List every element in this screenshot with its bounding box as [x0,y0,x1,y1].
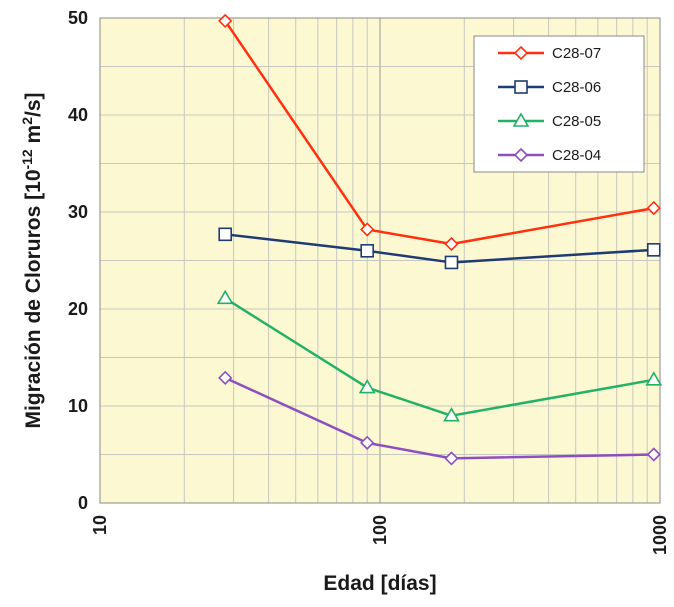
plot-frame [99,17,661,504]
series-line [225,233,654,264]
diamond-marker [646,447,661,462]
legend-entry: C28-07 [498,45,601,62]
series-C28-05 [216,289,663,422]
square-marker [514,80,528,94]
diamond-marker [360,435,375,450]
legend-label: C28-06 [552,79,601,96]
y-axis-title-prefix: Migración de Cloruros [10 [22,170,45,429]
square-marker [646,243,661,257]
square-marker [218,227,233,242]
y-axis-ticks: 0 10 20 30 40 50 [68,8,88,513]
legend-box [473,35,645,173]
diamond-marker [513,147,529,163]
y-axis-title: Migración de Cloruros [10-12 m2/s] [19,92,45,428]
diamond-marker [218,13,233,29]
triangle-marker [216,289,234,305]
legend-label: C28-07 [552,45,601,62]
legend-entry: C28-04 [498,147,601,164]
diamond-marker [646,200,661,216]
series-C28-04 [218,370,661,466]
series-line [224,376,654,460]
legend-entry: C28-06 [498,79,601,96]
series-C28-06 [218,227,661,270]
legend-entry: C28-05 [498,112,601,130]
series-line [224,297,654,417]
legend-label: C28-04 [552,147,601,164]
y-tick-label: 20 [68,299,88,319]
y-tick-label: 10 [68,396,88,416]
y-tick-label: 0 [78,493,88,513]
legend-label: C28-05 [552,113,601,130]
y-tick-label: 30 [68,202,88,222]
diamond-marker [218,370,233,386]
y-axis-title-unit: m [22,125,45,150]
y-axis-title-suffix: /s] [22,92,45,117]
series-group [216,13,663,466]
diamond-marker [444,451,459,466]
square-marker [444,255,459,270]
legend: C28-07 C28-06 C28-05 C28-04 [473,35,645,173]
series-line [224,20,654,246]
y-axis-title-unit-exponent: 2 [19,117,35,125]
triangle-marker [443,407,460,422]
y-tick-label: 50 [68,8,88,28]
diamond-marker [513,45,529,61]
diamond-marker [360,222,375,237]
triangle-marker [645,371,663,386]
x-tick-label: 10 [90,515,110,535]
triangle-marker [358,378,376,394]
diamond-marker [444,236,459,252]
x-tick-label: 1000 [650,515,670,555]
x-axis-title: Edad [días] [323,572,436,595]
y-tick-label: 40 [68,105,88,125]
y-axis-title-exponent: -12 [19,149,35,169]
series-C28-07 [218,13,661,252]
triangle-marker [512,112,530,127]
x-tick-label: 100 [370,515,390,545]
square-marker [360,244,374,258]
x-axis-ticks: 10 100 1000 [90,515,670,555]
